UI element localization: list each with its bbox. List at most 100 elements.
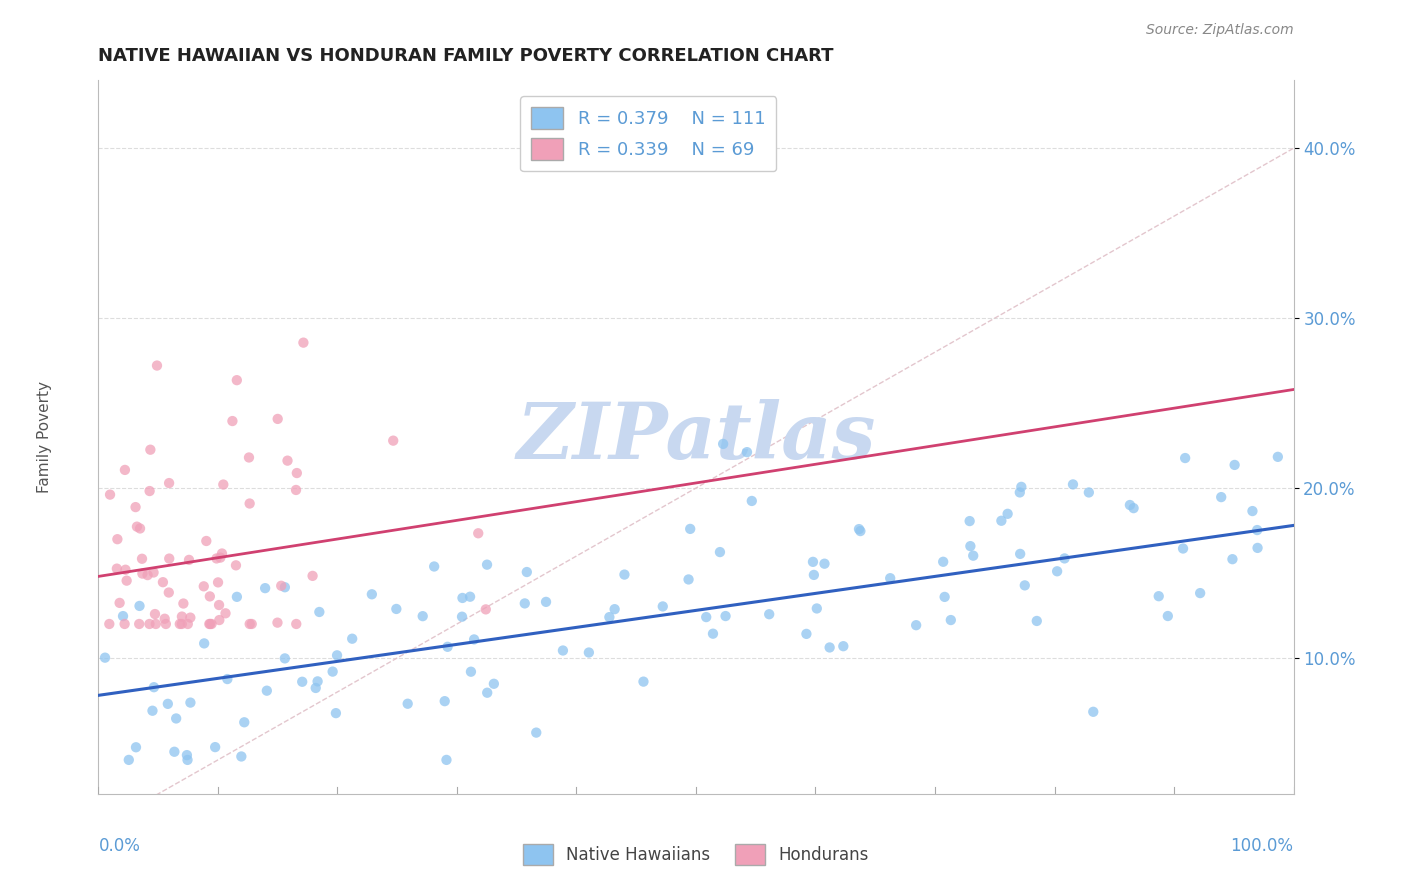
Point	[114, 563, 136, 577]
Point	[803, 568, 825, 582]
Point	[578, 646, 600, 660]
Point	[598, 610, 620, 624]
Point	[98, 617, 121, 632]
Point	[325, 706, 347, 720]
Point	[128, 599, 150, 613]
Point	[990, 514, 1012, 528]
Point	[254, 581, 277, 595]
Point	[1083, 705, 1105, 719]
Point	[1171, 541, 1194, 556]
Point	[111, 609, 134, 624]
Point	[142, 566, 165, 580]
Point	[433, 694, 456, 708]
Point	[832, 639, 855, 653]
Point	[165, 711, 187, 725]
Point	[463, 632, 485, 647]
Point	[1222, 552, 1244, 566]
Legend: Native Hawaiians, Hondurans: Native Hawaiians, Hondurans	[516, 838, 876, 871]
Point	[326, 648, 349, 663]
Point	[225, 373, 247, 387]
Point	[267, 412, 290, 426]
Point	[240, 617, 263, 632]
Point	[905, 618, 928, 632]
Point	[129, 521, 152, 535]
Text: ZIPatlas: ZIPatlas	[516, 399, 876, 475]
Point	[1008, 485, 1031, 500]
Point	[291, 674, 314, 689]
Point	[179, 696, 201, 710]
Point	[170, 617, 193, 632]
Point	[98, 488, 121, 502]
Point	[1241, 504, 1264, 518]
Point	[551, 643, 574, 657]
Point	[678, 573, 700, 587]
Point	[156, 697, 179, 711]
Point	[125, 740, 148, 755]
Point	[231, 749, 253, 764]
Point	[157, 551, 180, 566]
Point	[1025, 614, 1047, 628]
Point	[513, 596, 536, 610]
Point	[198, 617, 221, 632]
Point	[221, 414, 243, 428]
Point	[460, 665, 482, 679]
Point	[152, 575, 174, 590]
Point	[1267, 450, 1289, 464]
Point	[879, 571, 901, 585]
Point	[848, 522, 870, 536]
Point	[709, 545, 731, 559]
Point	[849, 524, 872, 538]
Point	[1014, 578, 1036, 592]
Point	[143, 607, 166, 621]
Point	[1010, 480, 1032, 494]
Point	[138, 617, 160, 632]
Point	[1046, 564, 1069, 578]
Point	[114, 617, 136, 632]
Point	[238, 450, 260, 465]
Point	[139, 442, 162, 457]
Point	[176, 748, 198, 763]
Point	[136, 568, 159, 582]
Point	[193, 579, 215, 593]
Point	[142, 680, 165, 694]
Point	[105, 532, 128, 546]
Point	[114, 463, 136, 477]
Point	[934, 590, 956, 604]
Point	[475, 602, 498, 616]
Point	[270, 579, 292, 593]
Point	[396, 697, 419, 711]
Point	[131, 566, 153, 581]
Point	[436, 753, 458, 767]
Point	[225, 558, 247, 573]
Point	[735, 445, 758, 459]
Point	[204, 740, 226, 755]
Point	[285, 466, 308, 480]
Point	[702, 626, 724, 640]
Point	[305, 681, 328, 695]
Point	[124, 500, 146, 515]
Point	[482, 677, 505, 691]
Point	[516, 565, 538, 579]
Point	[256, 683, 278, 698]
Text: Family Poverty: Family Poverty	[37, 381, 52, 493]
Text: 100.0%: 100.0%	[1230, 837, 1294, 855]
Point	[1211, 490, 1233, 504]
Point	[292, 335, 315, 350]
Point	[467, 526, 489, 541]
Point	[209, 550, 232, 565]
Point	[477, 686, 499, 700]
Text: NATIVE HAWAIIAN VS HONDURAN FAMILY POVERTY CORRELATION CHART: NATIVE HAWAIIAN VS HONDURAN FAMILY POVER…	[98, 47, 834, 65]
Point	[932, 555, 955, 569]
Point	[524, 725, 547, 739]
Point	[128, 617, 150, 632]
Point	[1246, 523, 1268, 537]
Point	[997, 507, 1019, 521]
Point	[340, 632, 363, 646]
Point	[758, 607, 780, 622]
Point	[138, 483, 160, 498]
Point	[177, 617, 200, 632]
Point	[633, 674, 655, 689]
Point	[1077, 485, 1099, 500]
Point	[208, 598, 231, 612]
Text: Source: ZipAtlas.com: Source: ZipAtlas.com	[1146, 23, 1294, 37]
